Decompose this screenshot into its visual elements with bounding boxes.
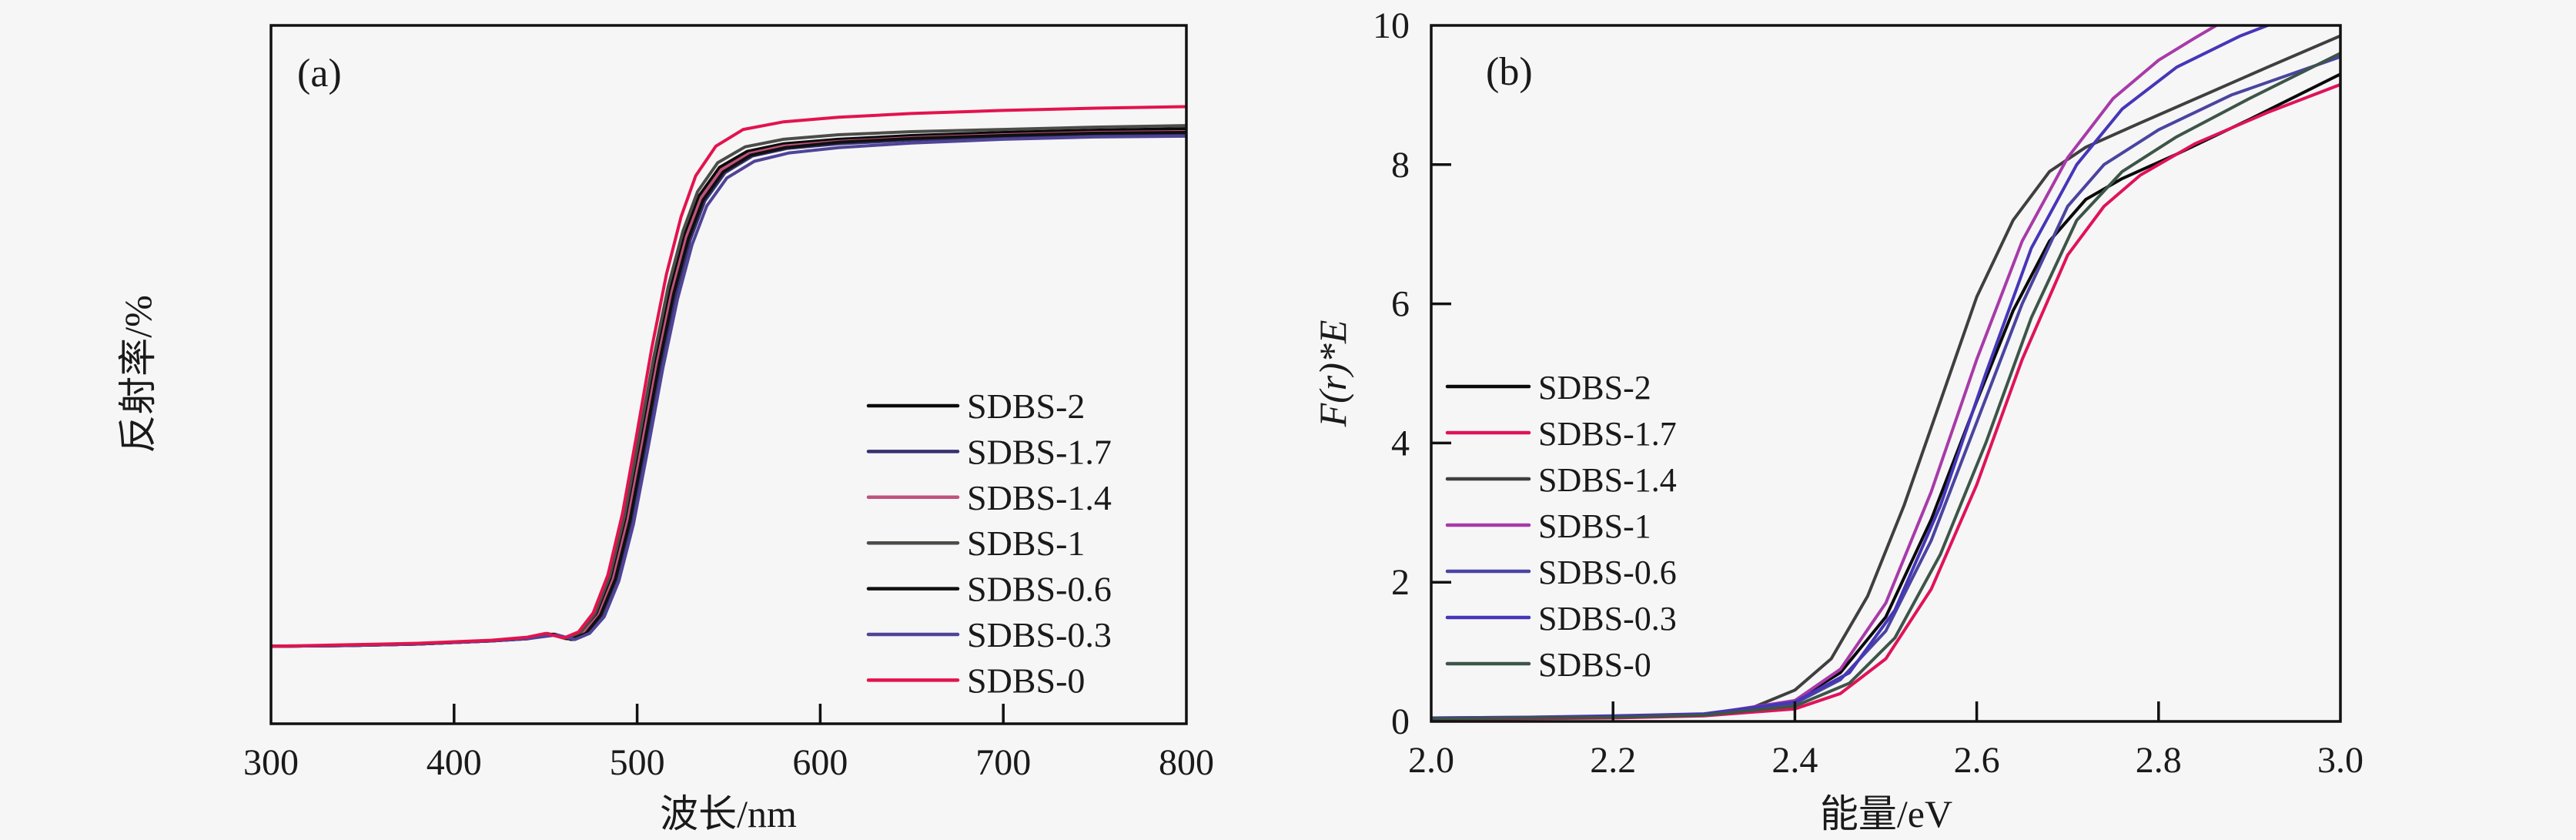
legend-item-SDBS-1: SDBS-1 — [1445, 507, 1651, 545]
panel-a-legend: SDBS-2 SDBS-1.7 SDBS-1.4 SDBS-1 SDBS-0.6 SDBS… — [866, 387, 1112, 700]
y-tick-label: 10 — [1373, 5, 1410, 46]
legend-item-SDBS-2: SDBS-2 — [866, 387, 1085, 426]
x-tick-label: 2.8 — [2136, 740, 2182, 781]
y-tick-label: 8 — [1391, 145, 1410, 186]
x-tick-label: 3.0 — [2317, 740, 2364, 781]
legend-label: SDBS-0.6 — [1538, 554, 1677, 591]
panel-b-legend: SDBS-2 SDBS-1.7 SDBS-1.4 SDBS-1 SDBS-0.6 SDBS… — [1445, 369, 1677, 684]
x-tick-label: 600 — [792, 742, 848, 783]
legend-label: SDBS-0.3 — [967, 615, 1112, 654]
legend-item-SDBS-0: SDBS-0 — [866, 661, 1085, 700]
legend-label: SDBS-1 — [967, 524, 1085, 563]
panel-b-series — [1431, 25, 2340, 721]
x-tick-label: 500 — [610, 742, 665, 783]
series-line-SDBS-0 — [1431, 52, 2340, 721]
x-tick-label: 2.6 — [1954, 740, 2000, 781]
legend-item-SDBS-1.4: SDBS-1.4 — [866, 478, 1112, 517]
panel-b-tag: (b) — [1486, 50, 1533, 94]
x-tick-label: 2.2 — [1590, 740, 1636, 781]
legend-item-SDBS-1.7: SDBS-1.7 — [866, 432, 1112, 471]
legend-item-SDBS-2: SDBS-2 — [1445, 369, 1651, 407]
panel-a-xaxis-title: 波长/nm — [660, 792, 797, 835]
legend-label: SDBS-0.3 — [1538, 600, 1677, 638]
legend-label: SDBS-0.6 — [967, 570, 1112, 609]
legend-label: SDBS-0 — [1538, 646, 1651, 684]
x-tick-label: 2.0 — [1408, 740, 1454, 781]
x-tick-label: 800 — [1159, 742, 1214, 783]
y-tick-label: 2 — [1391, 562, 1410, 603]
panel-a-tag: (a) — [297, 52, 342, 95]
plot-frame — [1430, 24, 2342, 723]
x-tick-label: 700 — [975, 742, 1031, 783]
legend-label: SDBS-2 — [967, 387, 1085, 426]
legend-item-SDBS-0.3: SDBS-0.3 — [866, 615, 1112, 654]
legend-item-SDBS-0.6: SDBS-0.6 — [1445, 554, 1677, 591]
legend-label: SDBS-1.7 — [967, 432, 1112, 471]
x-tick-label: 2.4 — [1771, 740, 1818, 781]
y-tick-label: 6 — [1391, 284, 1410, 325]
legend-item-SDBS-0: SDBS-0 — [1445, 646, 1651, 684]
panel-a-series — [271, 105, 1186, 648]
legend-label: SDBS-1.4 — [967, 478, 1112, 517]
panel-b-axes: 2.0 2.2 2.4 2.6 2.8 3.0 0 2 4 6 8 10 — [1373, 5, 2364, 781]
panel-b-yaxis-title: F(r)*E — [1311, 320, 1354, 428]
legend-label: SDBS-2 — [1538, 369, 1651, 407]
legend-label: SDBS-0 — [967, 661, 1085, 700]
legend-item-SDBS-0.6: SDBS-0.6 — [866, 570, 1112, 609]
legend-label: SDBS-1 — [1538, 507, 1651, 545]
legend-item-SDBS-1.4: SDBS-1.4 — [1445, 461, 1677, 499]
x-tick-label: 400 — [427, 742, 482, 783]
legend-item-SDBS-1.7: SDBS-1.7 — [1445, 415, 1677, 453]
y-tick-label: 4 — [1391, 423, 1410, 464]
panel-b-xaxis-title: 能量/eV — [1820, 792, 1952, 835]
x-tick-label: 300 — [243, 742, 299, 783]
legend-label: SDBS-1.7 — [1538, 415, 1677, 453]
series-line-SDBS-0 — [271, 105, 1186, 648]
y-tick-label: 0 — [1391, 701, 1410, 742]
legend-label: SDBS-1.4 — [1538, 461, 1677, 499]
legend-item-SDBS-1: SDBS-1 — [866, 524, 1085, 563]
panel-a-axes: 300 400 500 600 700 800 — [243, 24, 1214, 783]
panel-a-yaxis-title: 反射率/% — [116, 295, 159, 453]
legend-item-SDBS-0.3: SDBS-0.3 — [1445, 600, 1677, 638]
plot-frame — [269, 24, 1188, 725]
